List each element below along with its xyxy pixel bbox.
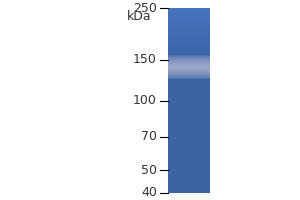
- Text: 100: 100: [133, 94, 157, 107]
- Text: 250: 250: [133, 1, 157, 15]
- Text: 50: 50: [141, 164, 157, 177]
- Text: 40: 40: [141, 186, 157, 200]
- Text: 150: 150: [133, 53, 157, 66]
- Text: kDa: kDa: [128, 10, 152, 23]
- Text: 70: 70: [141, 130, 157, 143]
